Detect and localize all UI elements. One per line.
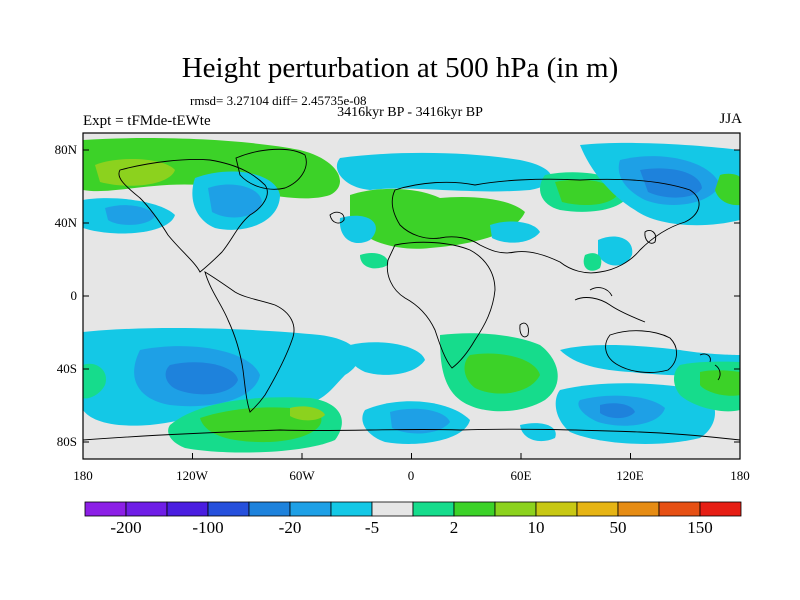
colorbar-box [658,501,701,517]
colorbar-box [576,501,619,517]
lat-tick-40s: 40S [56,361,77,376]
europe-high [350,188,525,249]
colorbar-box [330,501,373,517]
arctic-canada-high [95,158,175,186]
south-pacific-low-core [165,362,238,395]
south-atlantic-low [348,342,425,375]
amundsen-high-core [290,406,325,421]
south-indian-high-core [464,353,540,394]
asia-low-small [490,221,540,243]
colorbar-label: 50 [609,518,627,537]
dateline-high [715,173,740,206]
colorbar-box [699,501,742,517]
madagascar-coast [519,322,529,338]
lat-tick-40n: 40N [54,215,77,230]
season-label: JJA [719,111,742,127]
colorbar-box [166,501,209,517]
colorbar-box [84,501,127,517]
colorbar-box [207,501,250,517]
map-title: Height perturbation at 500 hPa (in m) [181,52,619,84]
lon-tick-0: 0 [407,468,415,483]
maritime-continent-coast [574,287,646,323]
colorbar-label: 150 [687,518,713,537]
lon-tick-60w: 60W [289,468,315,483]
antarctica-coast [83,428,740,441]
australia-south-low-core [600,403,635,419]
lat-tick-0: 0 [70,288,78,303]
new-zealand-coast [699,353,721,381]
colorbar-box [248,501,291,517]
colorbar-label: 2 [449,518,459,537]
lon-tick-120e: 120E [616,468,644,483]
hudson-low-core [208,184,262,218]
tasman-high-core [700,370,740,396]
colorbar-label: 10 [527,518,545,537]
northern-anomalies [83,138,740,271]
lon-tick-120w: 120W [176,468,208,483]
australia-coast [605,330,677,373]
colorbar-label: -100 [192,518,224,537]
colorbar-box [453,501,496,517]
siberia-high [555,179,618,206]
colorbar-label: -5 [364,518,380,537]
east-siberia-low-core [640,168,702,198]
colorbar-box [412,501,455,517]
lon-tick-180-right: 180 [730,468,750,483]
antarctic-low-small [520,423,556,442]
colorbar-box [125,501,168,517]
greenland-coast [235,148,307,190]
subtropic-high-small [360,253,389,269]
uk-coast [329,211,345,224]
colorbar-box [289,501,332,517]
contour-field [83,133,740,459]
weddell-low-core [390,408,450,434]
dateline-south-high [83,363,106,399]
lon-tick-60e: 60E [510,468,532,483]
stats-text: rmsd= 3.27104 diff= 2.45735e-08 [190,93,367,108]
north-america-coast [118,159,268,273]
coastlines [83,148,740,441]
mid-atlantic-low [339,215,376,244]
tick-marks [82,149,741,459]
colorbar-box [494,501,537,517]
lat-tick-80n: 80N [54,142,77,157]
colorbar-label: -200 [110,518,142,537]
china-low [598,236,633,266]
colorbar-box [371,501,414,517]
period-text: 3416kyr BP - 3416kyr BP [337,105,483,120]
africa-coast [386,241,496,369]
eurasia-coast [391,178,700,274]
colorbar [84,501,742,517]
colorbar-box [535,501,578,517]
lon-tick-180-left: 180 [73,468,93,483]
pacific-low-core [105,205,155,225]
japan-coast [644,230,657,244]
south-america-coast [204,271,295,413]
colorbar-box [617,501,660,517]
colorbar-label: -20 [278,518,302,537]
experiment-label: Expt = tFMde-tEWte [83,113,211,129]
southern-anomalies [83,328,740,453]
china-high-small [583,253,602,271]
lat-tick-80s: 80S [56,434,77,449]
